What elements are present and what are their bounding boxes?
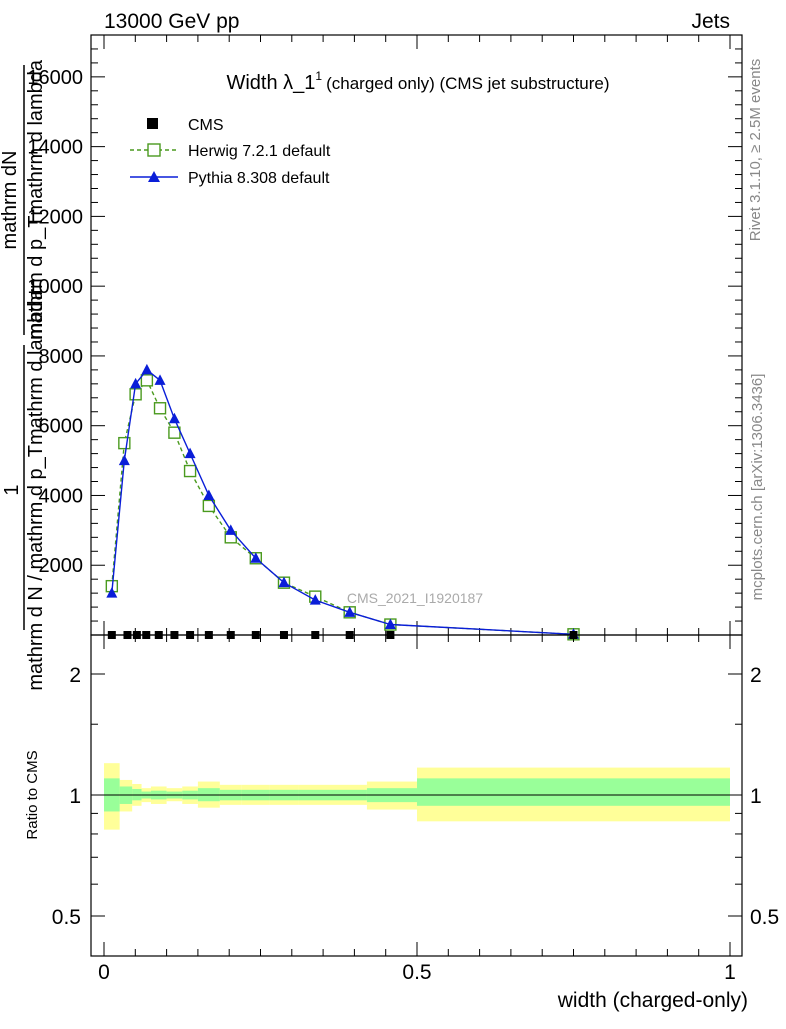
y-tick-label: 14000 [27,137,83,159]
herwig-point [183,464,197,478]
ratio-y-tick-label: 0.5 [52,906,81,929]
pythia-point [168,412,180,424]
pythia-point [130,377,142,389]
y-tick-label: 12000 [27,206,83,228]
x-tick-label: 1 [724,961,736,984]
x-tick-label: 0 [98,961,110,984]
series-pythia [106,363,579,639]
legend-pythia-marker [148,171,160,182]
x-axis-label: width (charged-only) [557,989,748,1012]
title-sup: 1 [315,69,322,83]
ratio-y-tick-label: 2 [69,664,81,687]
y-tick-label: 6000 [39,416,84,438]
pythia-point [141,363,153,375]
legend-herwig-marker [147,143,161,157]
legend-cms-label: CMS [188,117,224,134]
y-tick-label: 2000 [39,555,84,577]
rivet-version: Rivet 3.1.10, ≥ 2.5M events [747,59,764,242]
chart-title: Width λ_11 (charged only) (CMS jet substr… [226,69,609,94]
analysis-watermark: CMS_2021_I1920187 [347,590,483,606]
title-rest: (charged only) (CMS jet substructure) [326,74,609,93]
pythia-point [250,552,262,563]
legend: CMS Herwig 7.2.1 default Pythia 8.308 de… [130,117,331,187]
legend-cms-marker [147,118,158,129]
main-panel: 2000 4000 6000 8000 10000 12000 14000 16000 CMS… [27,34,743,641]
x-tick-label: 0.5 [402,961,431,984]
pythia-point [384,618,396,630]
header-energy: 13000 GeV pp [104,10,239,33]
series-herwig [105,374,580,641]
ratio-ylabel: Ratio to CMS [24,750,41,839]
y-tick-label: 4000 [39,485,84,507]
pythia-point [225,524,237,535]
y-tick-label: 8000 [39,346,84,368]
y-tick-label: 16000 [27,67,83,89]
herwig-point [118,436,131,450]
pythia-point [278,576,290,588]
pythia-point [203,489,215,500]
ratio-panel: 0.5 0.5 1 1 2 2 Ratio to CMS [24,634,779,957]
ratio-tick-labels: 0.5 0.5 1 1 2 2 [52,664,779,929]
main-tick-labels: 2000 4000 6000 8000 10000 12000 14000 16000 [27,67,83,577]
ratio-y-tick-label: 1 [69,785,81,808]
pythia-point [154,374,166,385]
mcplots-credit: mcplots.cern.ch [arXiv:1306.3436] [749,374,766,601]
title-main: Width λ_1 [226,72,315,94]
ylabel-bottom: mathrm d N / mathrm d p_Tmathrm d lambda [25,289,47,691]
ratio-band-inner [417,778,730,806]
herwig-point [153,402,167,415]
header-jets: Jets [691,10,730,33]
ratio-y-tick-label-right: 0.5 [750,906,779,929]
ratio-bands [104,763,730,830]
herwig-line [111,378,574,635]
main-axis-ticks [91,35,742,635]
pythia-point [106,587,118,598]
pythia-point [309,594,321,605]
herwig-point [129,388,142,401]
ylabel-top-b: mathrm d p_Tmathrm d lambda [25,59,47,340]
ratio-y-tick-label-right: 1 [750,785,762,808]
ylabel-top-a: mathrm dN [0,151,21,250]
pythia-point [118,454,130,466]
pythia-point [344,606,356,617]
ratio-frame [90,634,743,957]
herwig-point [202,499,216,513]
y-axis-label: mathrm dN mathrm d p_Tmathrm d lambda 1 … [0,59,47,691]
herwig-point [140,374,154,387]
x-tick-labels: 0 0.5 1 [98,961,736,984]
ratio-axis-ticks [91,635,742,956]
pythia-point [184,447,196,459]
legend-herwig-label: Herwig 7.2.1 default [188,143,331,160]
y-tick-label: 10000 [27,276,83,298]
ylabel-one: 1 [1,484,23,495]
legend-pythia-label: Pythia 8.308 default [188,170,330,187]
pythia-line [111,368,574,635]
ratio-y-tick-label-right: 2 [750,664,762,687]
